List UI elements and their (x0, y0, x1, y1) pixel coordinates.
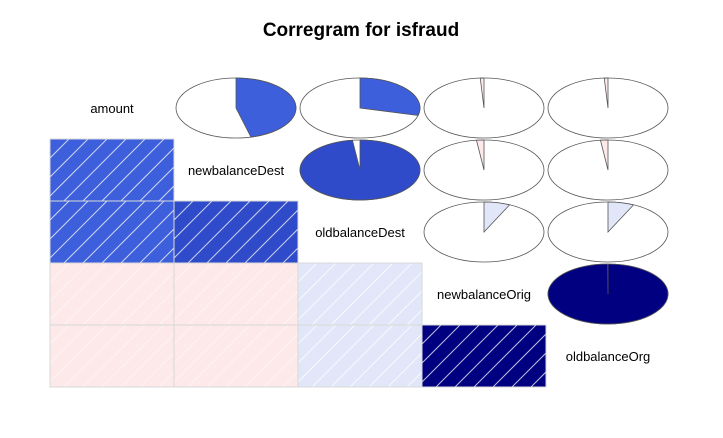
pie-cell-amount-oldbalanceDest (299, 77, 421, 139)
cell-grid: amount newbalanceDest oldbalanceDest newbal… (49, 77, 669, 388)
pie-cell-newbalanceDest-newbalanceOrig (423, 139, 545, 201)
variable-label-newbalanceOrig: newbalanceOrig (437, 287, 531, 302)
pie-cell-amount-newbalanceOrig (423, 77, 545, 139)
chart-title: Corregram for isfraud (263, 20, 459, 41)
shade-cell-oldbalanceOrg-oldbalanceDest (297, 324, 423, 388)
variable-label-oldbalanceOrg: oldbalanceOrg (566, 349, 651, 364)
shade-cell-oldbalanceDest-newbalanceDest (173, 200, 299, 264)
pie-cell-oldbalanceDest-newbalanceOrig (423, 201, 545, 263)
shade-cell-oldbalanceOrg-newbalanceDest (173, 324, 299, 388)
pie-cell-amount-newbalanceDest (175, 77, 297, 139)
shade-cell-newbalanceDest-amount (49, 138, 175, 202)
pie-cell-amount-oldbalanceOrg (547, 77, 669, 139)
pie-cell-newbalanceDest-oldbalanceOrg (547, 139, 669, 201)
shade-cell-oldbalanceOrg-amount (49, 324, 175, 388)
variable-label-amount: amount (90, 101, 134, 116)
pie-cell-newbalanceOrig-oldbalanceOrg (547, 263, 669, 325)
shade-cell-newbalanceOrig-amount (49, 262, 175, 326)
pie-cell-oldbalanceDest-oldbalanceOrg (547, 201, 669, 263)
pie-cell-newbalanceDest-oldbalanceDest (299, 139, 421, 201)
variable-label-newbalanceDest: newbalanceDest (188, 163, 285, 178)
shade-cell-oldbalanceOrg-newbalanceOrig (421, 324, 547, 388)
variable-label-oldbalanceDest: oldbalanceDest (315, 225, 405, 240)
shade-cell-oldbalanceDest-amount (49, 200, 175, 264)
